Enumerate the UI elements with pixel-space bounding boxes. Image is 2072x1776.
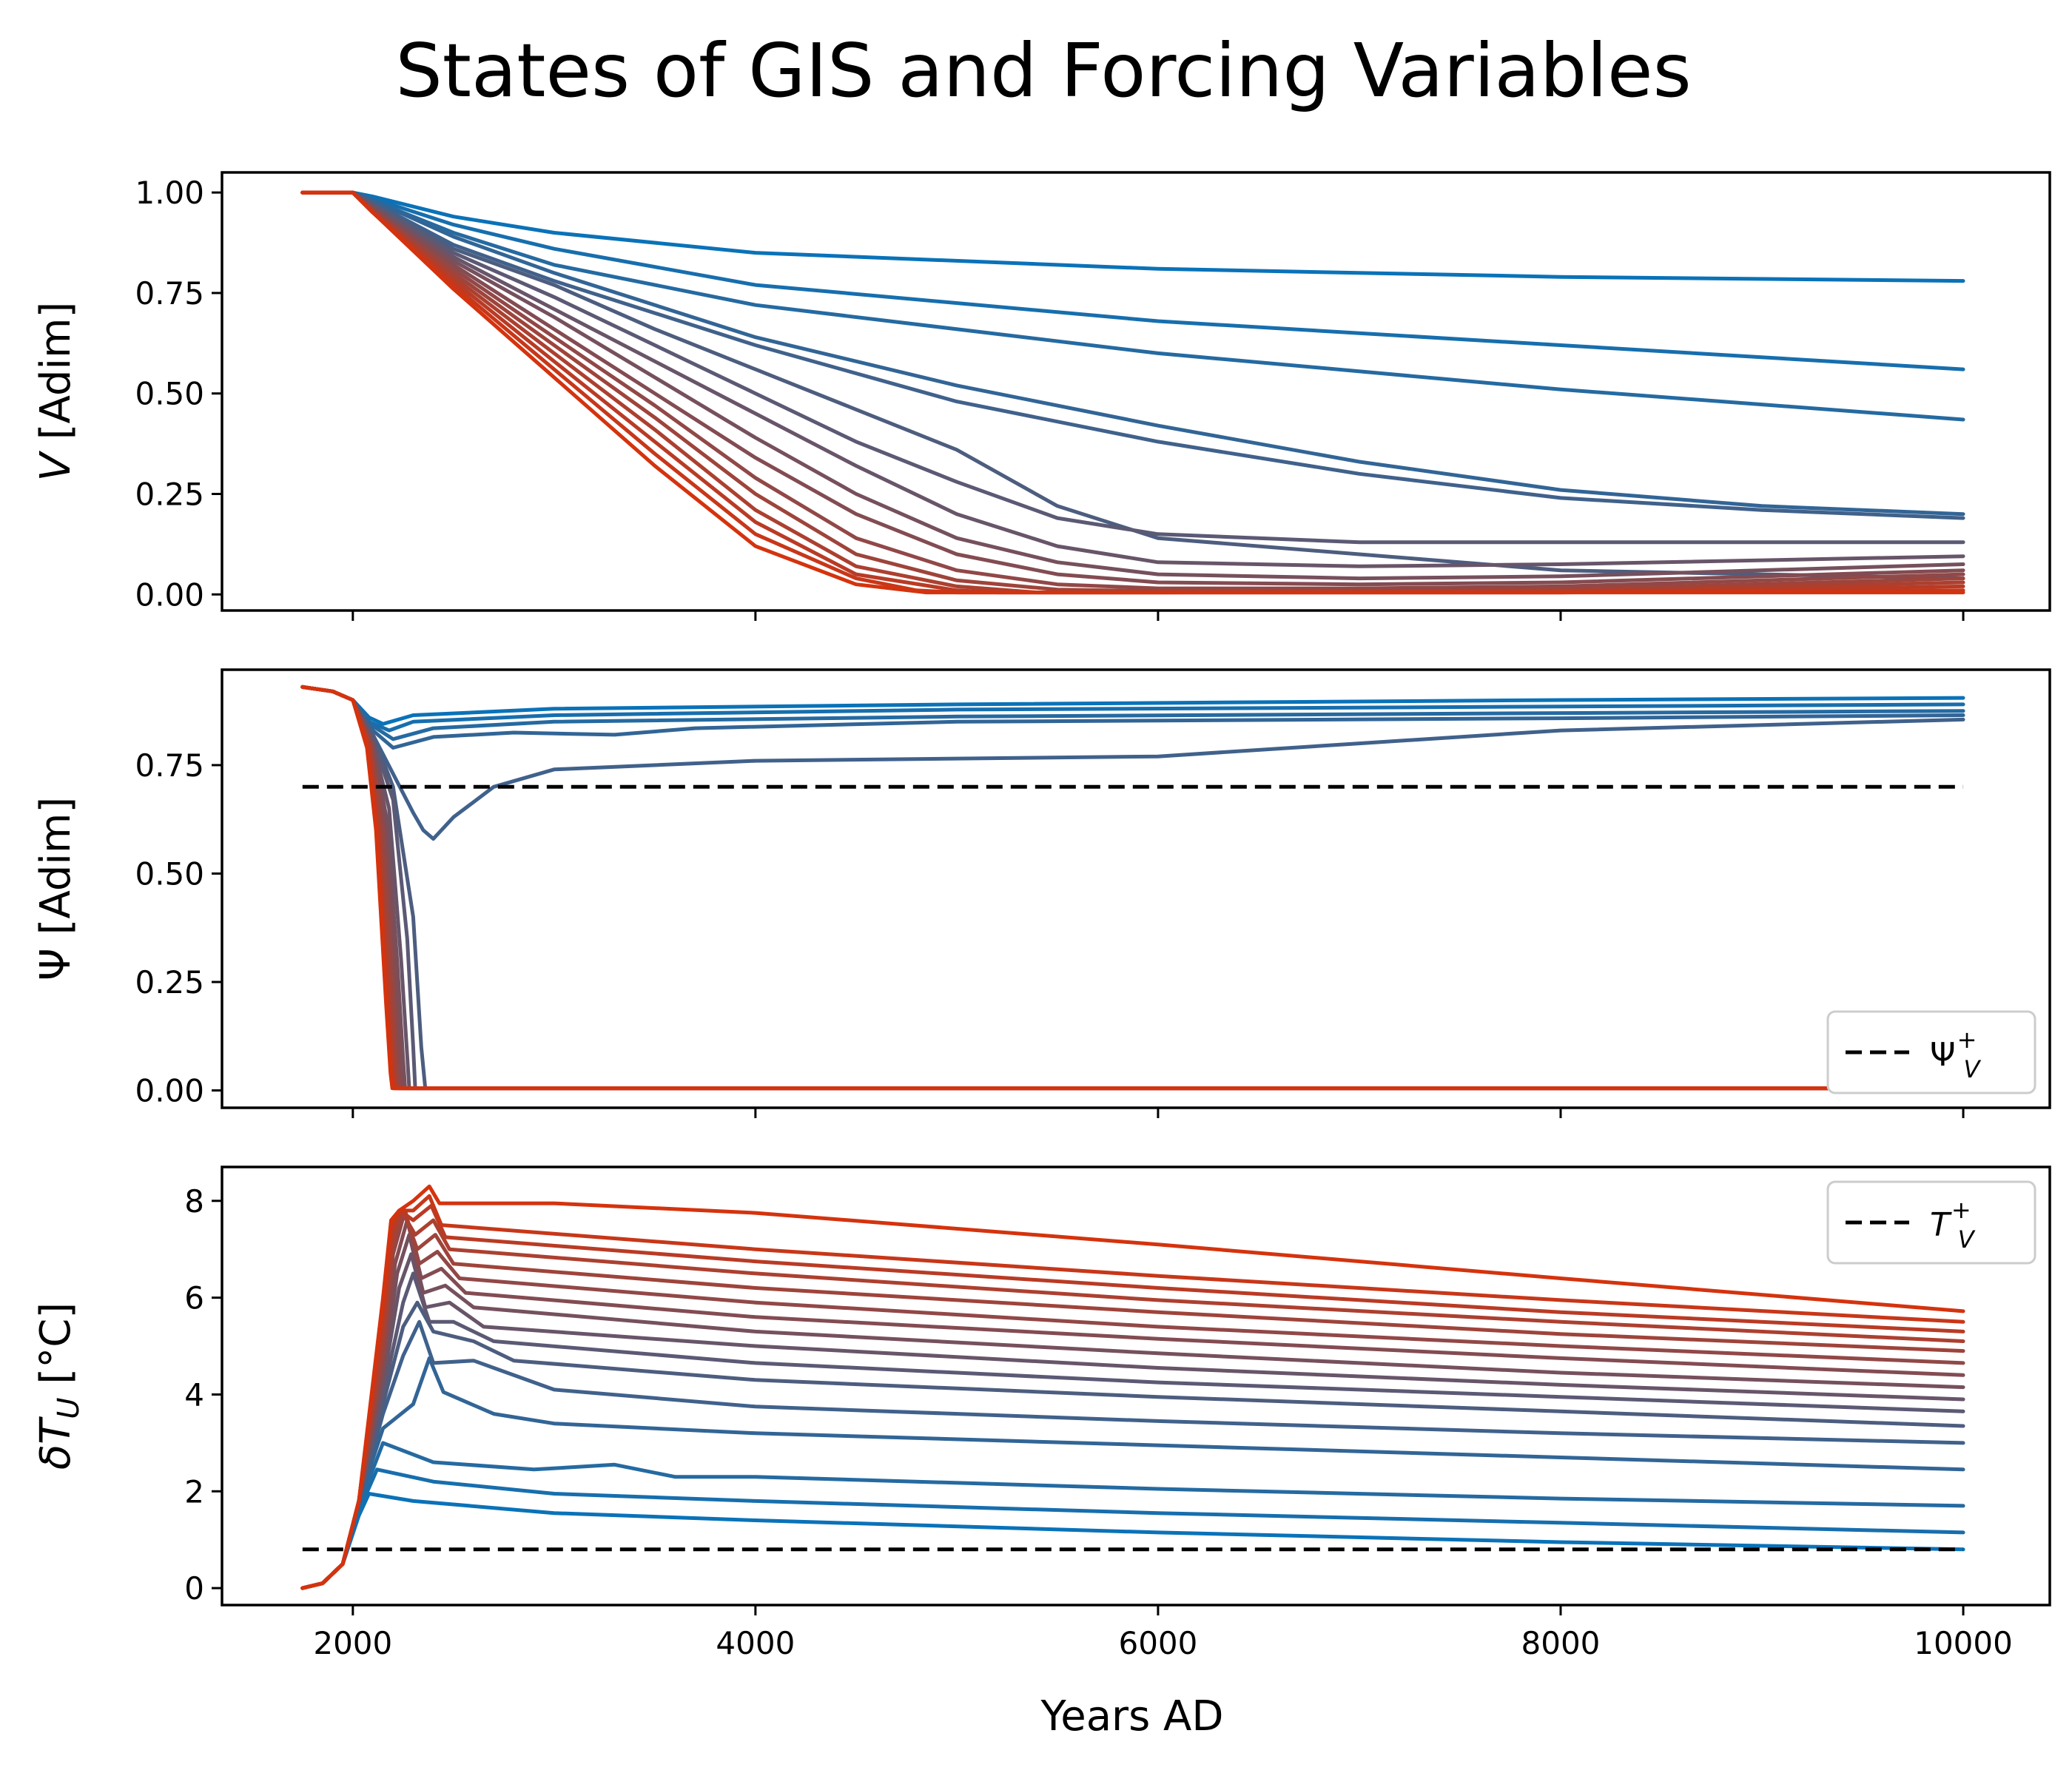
- panel-1-legend-box: [1826, 1010, 2036, 1094]
- panel-0-ytick-label-0: 0.00: [135, 576, 204, 613]
- panel-1-ytick-label-0: 0.00: [135, 1073, 204, 1109]
- panel-1-series-7: [300, 684, 1965, 1091]
- panel-0-series-7: [300, 190, 1965, 568]
- panel-0-series-9: [300, 190, 1965, 587]
- panel-2-series-3: [300, 1356, 1965, 1590]
- panel-1-series-14: [300, 684, 1965, 1091]
- panel-0-series-14: [300, 190, 1965, 595]
- panel-2-ytick-label-3: 6: [184, 1280, 204, 1316]
- panel-2-legend: T+ V: [1826, 1180, 2036, 1265]
- panel-2-frame: [221, 1166, 2051, 1607]
- panel-1-series-9: [300, 684, 1965, 1091]
- panel-2-ytick-label-4: 8: [184, 1183, 204, 1220]
- panel-1-series-8: [300, 684, 1965, 1091]
- panel-2-series-15: [300, 1184, 1965, 1590]
- panel-1-frame: [221, 668, 2051, 1109]
- panel-0-series-13: [300, 190, 1965, 595]
- panel-1-series-11: [300, 684, 1965, 1091]
- panel-2-ytick-label-1: 2: [184, 1473, 204, 1510]
- panel-1-ytick-label-2: 0.50: [135, 855, 204, 892]
- panel-2-legend-label: T+ V: [1930, 1196, 1976, 1254]
- panel-2-y-axis-label: δTU [°C]: [32, 1302, 86, 1470]
- panel-1-legend-label: Ψ+ V: [1930, 1026, 1981, 1083]
- panel-psi: 0.00 0.25 0.50 0.75 Ψ [Adim] Ψ+ V: [32, 668, 2051, 1118]
- panel-temperature: 0 2 4 6 8 2000 4000 6000 8000 10000 δTU [°C] T+ V: [32, 1166, 2051, 1661]
- panel-1-series-12: [300, 684, 1965, 1091]
- panel-1-y-axis-label: Ψ [Adim]: [32, 797, 80, 981]
- panel-0-y-axis-label: V [Adim]: [32, 302, 80, 482]
- xtick-label-1: 4000: [716, 1625, 795, 1661]
- panel-0-series-12: [300, 190, 1965, 595]
- panel-1-ytick-label-3: 0.75: [135, 747, 204, 784]
- panel-2-series-2: [300, 1441, 1965, 1590]
- x-axis-label: Years AD: [1040, 1692, 1224, 1740]
- xtick-label-3: 8000: [1521, 1625, 1601, 1661]
- panel-1-legend: Ψ+ V: [1826, 1010, 2036, 1094]
- xtick-label-4: 10000: [1914, 1625, 2013, 1661]
- figure-title: States of GIS and Forcing Variables: [395, 27, 1691, 114]
- panel-0-ytick-label-1: 0.25: [135, 476, 204, 512]
- panel-1-series-2: [300, 684, 1965, 741]
- xtick-label-2: 6000: [1118, 1625, 1197, 1661]
- panel-1-series-10: [300, 684, 1965, 1091]
- panel-0-ytick-label-4: 1.00: [135, 175, 204, 211]
- panel-0-series-6: [300, 190, 1965, 545]
- panel-0-series-0: [300, 190, 1965, 283]
- panel-0-series-8: [300, 190, 1965, 581]
- xtick-label-0: 2000: [313, 1625, 392, 1661]
- panel-2-legend-box: [1826, 1180, 2036, 1265]
- panel-1-series-15: [300, 684, 1965, 1091]
- panel-1-series-5: [300, 684, 1965, 1091]
- panel-2-ytick-label-2: 4: [184, 1376, 204, 1413]
- panel-ice-volume: 0.00 0.25 0.50 0.75 1.00 V [Adim]: [32, 171, 2051, 621]
- panel-0-ytick-label-3: 0.75: [135, 275, 204, 312]
- panel-0-frame: [221, 171, 2051, 612]
- panel-1-ytick-label-1: 0.25: [135, 964, 204, 1000]
- panel-0-ytick-label-2: 0.50: [135, 376, 204, 412]
- panel-1-series-6: [300, 684, 1965, 1091]
- panel-0-series-5: [300, 190, 1965, 581]
- panel-0-series-15: [300, 190, 1965, 595]
- panel-2-ytick-label-0: 0: [184, 1570, 204, 1607]
- panel-1-series-3: [300, 684, 1965, 750]
- panel-1-series-13: [300, 684, 1965, 1091]
- panel-2-series-0: [300, 1492, 1965, 1590]
